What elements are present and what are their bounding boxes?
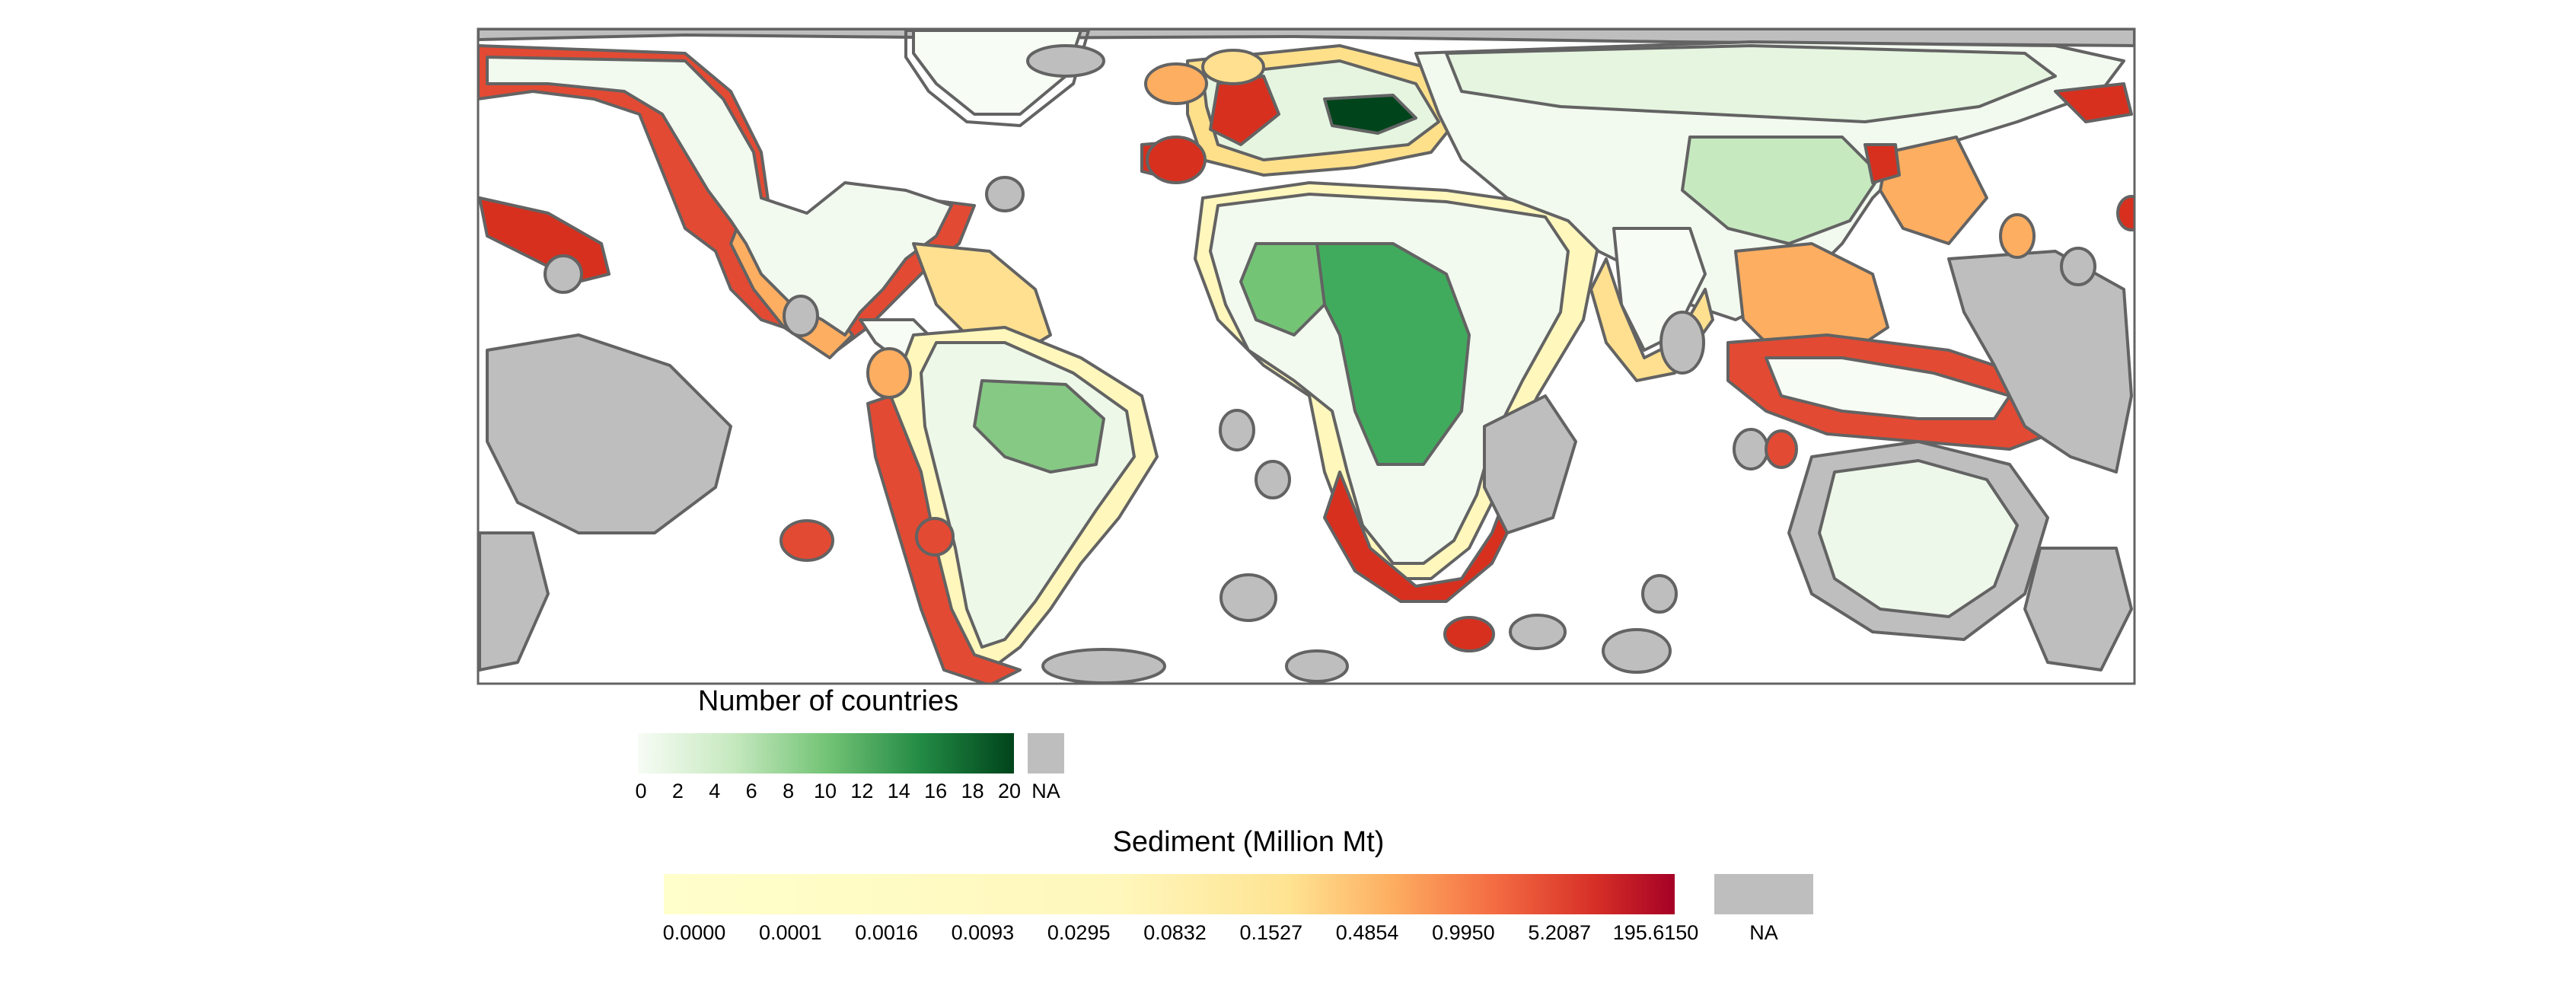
legend-sediment-colorbar xyxy=(664,874,1675,914)
legend-countries-colorbar xyxy=(638,733,1014,774)
legend-sediment-na-label: NA xyxy=(1749,921,1778,944)
legend-sediment-tick-label: 0.4854 xyxy=(1335,921,1399,944)
legend-countries-tick-label: 12 xyxy=(850,780,874,802)
legend-countries-na-swatch xyxy=(1028,733,1064,774)
bermuda-eez xyxy=(985,176,1025,212)
juan-fernandez-eez xyxy=(915,517,955,557)
madagascar-eez xyxy=(1483,394,1577,534)
greenland-eez xyxy=(904,29,1090,127)
japan-eez xyxy=(1879,136,1988,245)
brazil-land xyxy=(973,379,1105,474)
south-pacific-islands-eez-2 xyxy=(478,531,550,671)
australia-land xyxy=(1818,459,2019,618)
mid-pacific-eez xyxy=(783,295,819,337)
kerguelen-eez xyxy=(1602,628,1672,674)
legend-countries-tick-label: 10 xyxy=(813,780,837,802)
legend-countries-tick-label: 0 xyxy=(635,780,647,802)
legend-countries-tick-label: 14 xyxy=(887,780,910,802)
world-map xyxy=(477,27,2136,685)
st-helena-eez xyxy=(1219,409,1255,451)
galapagos-eez xyxy=(866,347,912,399)
eastern-europe-land xyxy=(1323,94,1417,135)
legend-sediment-tick-label: 5.2087 xyxy=(1528,921,1591,944)
legend-countries-na-label: NA xyxy=(1031,780,1060,802)
north-pacific-eez xyxy=(2116,195,2134,231)
legend-countries-tick-label: 4 xyxy=(709,780,721,802)
legend-sediment-tick-label: 0.0001 xyxy=(759,921,822,944)
legend-countries-tick-label: 2 xyxy=(671,780,684,802)
tristan-eez xyxy=(1255,460,1291,499)
south-pacific-islands-eez xyxy=(486,333,732,534)
christmas-island-eez xyxy=(1765,429,1798,469)
marianas-eez xyxy=(1999,213,2036,259)
legend-sediment-title: Sediment (Million Mt) xyxy=(1112,826,1385,858)
central-africa-land xyxy=(1315,242,1471,466)
legend-sediment-tick-label: 0.0000 xyxy=(662,921,726,944)
north-atlantic-eez xyxy=(1144,62,1208,105)
crozet-eez xyxy=(1509,614,1567,650)
legend-countries-tick-label: 6 xyxy=(745,780,757,802)
arctic-island-eez xyxy=(1026,44,1105,78)
russia-land xyxy=(1445,44,2057,123)
russia-pacific-eez xyxy=(2054,82,2133,123)
japan-south-eez xyxy=(2060,247,2096,286)
bouvet-eez xyxy=(1443,616,1495,652)
maldives-eez xyxy=(1659,311,1705,375)
legend-sediment-tick-label: 195.6150 xyxy=(1612,921,1699,944)
china-land xyxy=(1681,136,1882,245)
heard-island-eez xyxy=(1219,573,1277,622)
chagos-eez xyxy=(1733,428,1769,470)
new-zealand-eez xyxy=(2023,547,2133,671)
south-georgia-eez xyxy=(1285,649,1349,683)
west-africa-land xyxy=(1239,242,1326,337)
korea-eez xyxy=(1863,143,1901,184)
legend-sediment-tick-label: 0.9950 xyxy=(1432,921,1495,944)
legend-countries-title: Number of countries xyxy=(697,685,959,717)
azores-eez xyxy=(1146,136,1207,184)
legend-countries-tick-label: 18 xyxy=(961,780,984,802)
falklands-eez xyxy=(1041,648,1166,684)
svalbard-eez xyxy=(1201,49,1265,85)
indonesia-land xyxy=(1765,356,2011,420)
easter-island-eez xyxy=(779,519,834,562)
legend-countries-tick-label: 20 xyxy=(997,780,1022,802)
legend-countries-tick-label: 8 xyxy=(783,780,795,802)
legend-sediment-tick-label: 0.0295 xyxy=(1047,921,1111,944)
legend-sediment-tick-label: 0.0016 xyxy=(855,921,918,944)
legend-sediment-tick-label: 0.0093 xyxy=(951,921,1015,944)
mauritius-eez xyxy=(1641,574,1678,614)
legend-sediment-tick-label: 0.0832 xyxy=(1143,921,1207,944)
map-frame xyxy=(477,27,2136,685)
north-america-land xyxy=(486,56,953,337)
legend-sediment-tick-label: 0.1527 xyxy=(1239,921,1303,944)
legend-countries-tick-label: 16 xyxy=(924,780,948,802)
alaska-islands-eez xyxy=(544,254,583,294)
legend-sediment-na-swatch xyxy=(1714,874,1813,914)
